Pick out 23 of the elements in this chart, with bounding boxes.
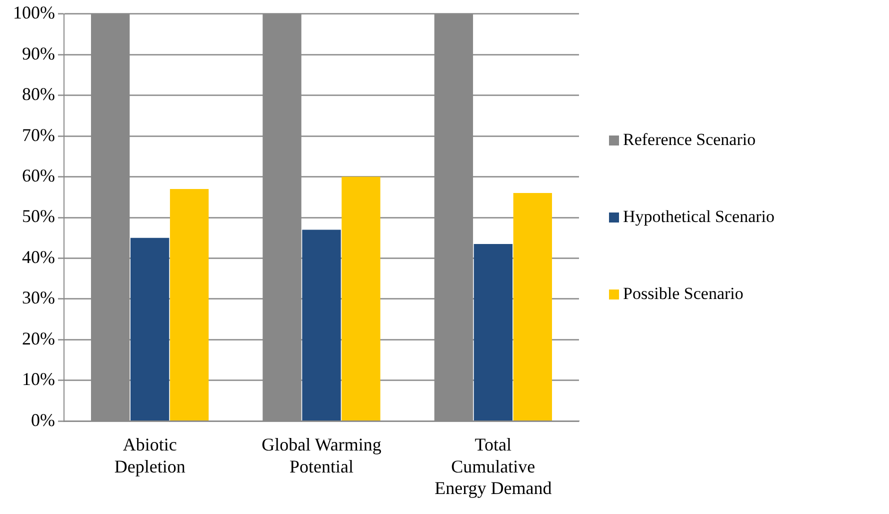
bar	[342, 176, 380, 420]
y-tick-label: 90%	[22, 43, 55, 64]
y-tick-label: 30%	[22, 288, 55, 308]
x-tick-label: Global Warming Potential	[262, 434, 382, 476]
bar	[302, 230, 341, 420]
y-tick-label: 20%	[22, 328, 55, 348]
legend-label: Possible Scenario	[623, 284, 744, 303]
legend-label: Reference Scenario	[623, 130, 756, 149]
x-tick-label: Abiotic Depletion	[114, 434, 186, 476]
y-tick-label: 40%	[22, 246, 55, 267]
legend-label: Hypothetical Scenario	[623, 206, 775, 226]
x-tick-label: Total Cumulative Energy Demand	[434, 434, 552, 498]
bar	[130, 238, 170, 420]
bar	[170, 188, 209, 420]
y-tick-label: 0%	[30, 410, 55, 430]
bar	[513, 193, 552, 420]
y-tick-label: 50%	[22, 206, 55, 226]
y-tick-label: 60%	[22, 165, 55, 186]
y-tick-label: 70%	[22, 124, 55, 145]
y-tick-label: 100%	[12, 2, 55, 23]
y-tick-label: 80%	[22, 84, 55, 104]
y-tick-label: 10%	[22, 369, 55, 390]
bar	[474, 244, 513, 420]
